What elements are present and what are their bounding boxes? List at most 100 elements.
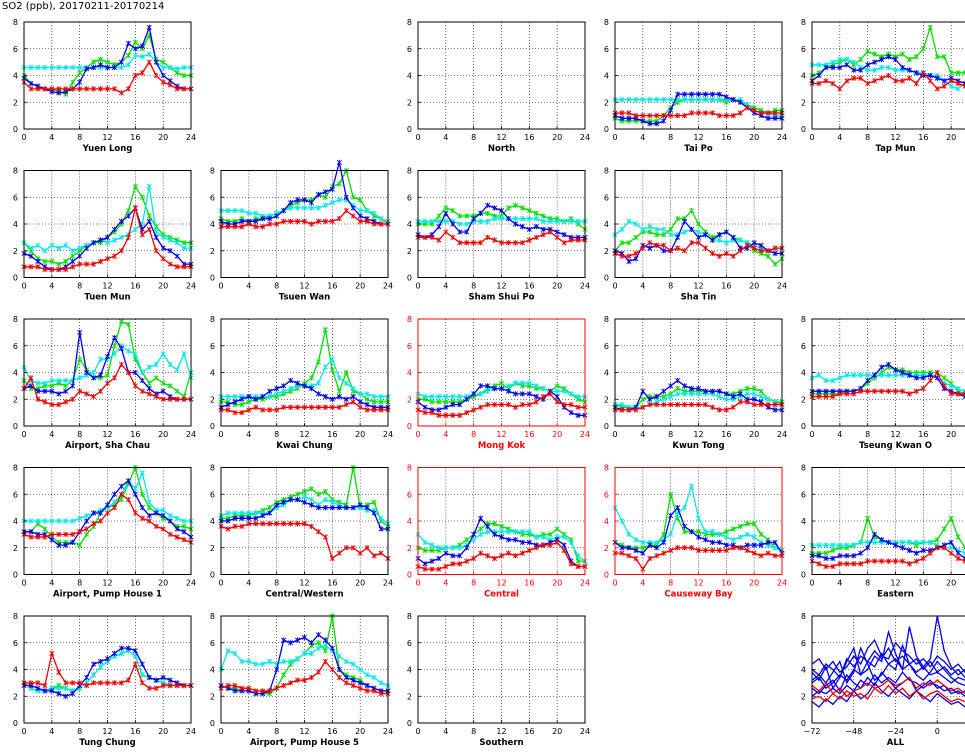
data-point-green [682,529,688,535]
data-point-cyan [315,205,321,211]
data-point-red [737,248,743,254]
data-point-cyan [308,496,314,503]
data-point-green [619,240,625,246]
data-point-green [498,380,505,386]
data-point-red [35,396,41,402]
data-point-red [913,558,919,564]
data-point-blue [70,539,76,546]
y-tick-label: 2 [407,544,412,553]
x-tick-label: 0 [935,727,940,736]
data-point-cyan [561,388,567,394]
data-point-blue [640,388,646,394]
data-point-blue [730,96,736,103]
data-point-cyan [49,64,55,71]
data-point-cyan [329,356,335,362]
data-point-blue [723,542,729,548]
data-point-green [920,46,926,52]
data-point-cyan [485,388,491,394]
data-point-blue [716,388,722,394]
y-tick-label: 6 [13,639,18,648]
data-point-red [378,407,384,413]
x-tick-label: 16 [524,579,534,588]
data-point-red [941,383,947,389]
data-point-red [498,240,505,246]
data-point-red [765,550,771,556]
data-point-green [744,385,750,392]
data-point-blue [913,375,919,381]
x-tick-label: 8 [77,430,82,439]
data-point-red [626,110,632,116]
data-point-green [906,56,912,63]
data-point-red [63,531,69,538]
data-point-red [899,78,905,84]
data-point-green [104,59,111,65]
data-point-red [526,547,532,554]
data-point-red [920,555,926,562]
data-point-cyan [49,242,55,249]
data-point-blue [730,234,736,241]
data-point-red [364,218,370,224]
data-point-blue [357,680,363,686]
data-point-red [181,396,187,402]
data-point-red [301,218,308,224]
x-tick-label: −72 [804,727,821,736]
data-point-blue [232,515,238,521]
data-point-red [633,112,639,119]
data-point-blue [492,385,498,392]
data-point-red [274,221,280,227]
data-point-red [91,86,97,92]
data-point-red [872,558,878,564]
data-point-red [886,72,892,79]
data-point-red [146,518,152,524]
series-line-red [811,684,965,703]
data-point-cyan [751,391,757,397]
data-point-cyan [181,64,187,71]
data-point-cyan [765,396,771,402]
x-tick-label: 8 [668,430,673,439]
data-point-blue [118,645,124,651]
data-point-red [519,550,525,556]
data-point-green [830,547,836,554]
plot-frame [811,318,965,427]
data-point-blue [329,396,335,402]
data-point-red [872,78,878,84]
data-point-red [519,401,525,408]
data-point-red [132,383,138,389]
data-point-green [246,399,252,405]
data-point-red [253,688,259,694]
data-point-blue [526,391,532,397]
x-tick-label: 8 [77,282,82,291]
data-point-cyan [364,672,370,678]
data-point-green [858,56,864,63]
data-point-blue [464,396,470,402]
data-point-red [668,248,674,254]
data-point-red [443,563,449,570]
x-tick-label: 8 [274,727,279,736]
data-point-cyan [682,391,688,397]
data-point-cyan [457,545,463,551]
data-point-cyan [160,64,166,71]
data-point-cyan [668,232,674,238]
data-point-blue [98,62,104,68]
data-point-cyan [225,393,231,400]
data-point-green [42,526,48,532]
data-point-cyan [554,388,560,394]
data-point-green [899,51,905,57]
x-tick-label: 24 [580,430,590,439]
x-tick-label: 12 [299,579,309,588]
x-tick-label: 24 [383,282,393,291]
data-point-red [49,266,55,273]
data-point-red [181,682,187,689]
data-point-blue [422,404,428,410]
data-point-blue [91,661,97,667]
data-point-red [70,680,76,686]
data-point-red [661,242,667,249]
x-tick-label: 16 [130,133,140,142]
data-point-blue [49,537,55,543]
x-tick-label: 4 [246,430,251,439]
series-line-blue [811,646,965,679]
data-point-red [540,393,546,400]
data-point-green [125,52,131,59]
data-point-red [225,682,231,689]
data-point-red [267,407,273,413]
